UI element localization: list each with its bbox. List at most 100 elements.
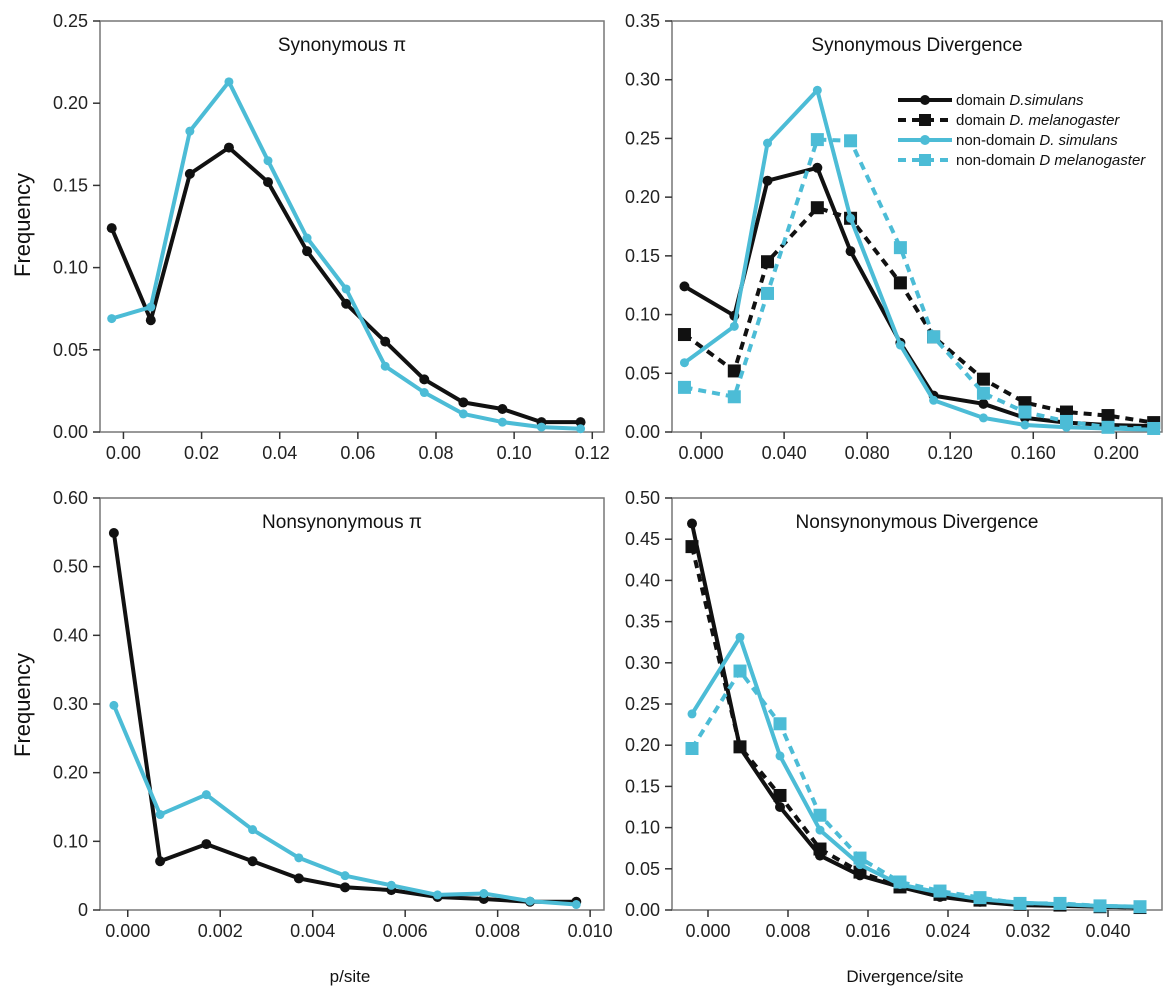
data-point (773, 788, 787, 802)
y-tick-label: 0.60 (53, 488, 88, 508)
x-tick-label: 0.008 (765, 921, 810, 941)
data-point (380, 336, 391, 347)
x-tick-label: 0.04 (262, 443, 297, 463)
data-point (762, 175, 773, 186)
data-point (201, 839, 212, 850)
data-point (679, 358, 689, 368)
data-point (223, 142, 234, 153)
data-point (341, 298, 352, 309)
data-point (679, 281, 690, 292)
x-tick-label: 0.002 (198, 921, 243, 941)
x-tick-label: 0.000 (679, 443, 724, 463)
data-point (201, 790, 211, 800)
y-tick-label: 0.05 (625, 363, 660, 383)
data-point (224, 77, 234, 87)
legend-marker (920, 95, 930, 105)
data-point (978, 398, 989, 409)
series-domain-melanogaster (677, 201, 1161, 430)
chart-title: Nonsynonymous Divergence (796, 512, 1039, 533)
plot-frame (99, 20, 605, 433)
chart-title: Synonymous π (278, 35, 406, 56)
x-tick-label: 0.080 (845, 443, 890, 463)
x-tick-label: 0.004 (290, 921, 335, 941)
data-point (109, 700, 119, 710)
x-tick-label: 0.10 (497, 443, 532, 463)
data-point (846, 213, 856, 223)
y-tick-label: 0.10 (53, 258, 88, 278)
data-point (810, 133, 824, 147)
data-point (341, 284, 351, 294)
data-point (775, 802, 785, 812)
data-point (185, 126, 195, 136)
x-tick-label: 0.024 (925, 921, 970, 941)
data-point (248, 825, 258, 835)
y-tick-label: 0.00 (625, 422, 660, 442)
y-tick-label: 0.45 (625, 529, 660, 549)
chart-nonsyn-div: 0.00 0.05 0.10 0.15 0.20 0.25 0.30 0.35 0.40 0.45… (625, 488, 1163, 941)
data-point (976, 386, 990, 400)
data-point (380, 361, 390, 371)
xlabel-left: p/site (330, 967, 371, 986)
y-tick-label: 0 (78, 900, 88, 920)
series-nondomain-simulans (107, 77, 586, 434)
data-point (761, 255, 775, 269)
data-point (1101, 420, 1115, 434)
data-point (302, 233, 312, 243)
data-point (685, 741, 699, 755)
data-point (479, 889, 489, 899)
data-point (845, 246, 856, 257)
data-point (433, 890, 443, 900)
series-line (683, 88, 1154, 432)
legend-label: non-domain D melanogaster (956, 152, 1146, 169)
y-tick-label: 0.10 (625, 305, 660, 325)
ylabel-top: Frequency (10, 173, 35, 277)
data-point (812, 85, 822, 95)
data-point (497, 403, 508, 414)
data-point (108, 528, 119, 539)
series-nondomain-simulans (679, 85, 1159, 435)
data-point (933, 884, 947, 898)
data-point (340, 882, 351, 893)
y-tick-label: 0.15 (625, 776, 660, 796)
x-tick-label: 0.000 (105, 921, 150, 941)
series-domain-melanogaster (685, 540, 1147, 915)
data-point (302, 246, 313, 257)
data-point (973, 891, 987, 905)
series-domain-simulans (108, 528, 582, 907)
legend-marker (919, 114, 931, 126)
legend-marker (920, 135, 930, 145)
legend: domain D.simulans domain D. melanogaster n… (898, 92, 1146, 169)
series-domain-simulans (687, 518, 1145, 913)
y-tick-label: 0.05 (53, 340, 88, 360)
data-point (727, 390, 741, 404)
data-point (1147, 421, 1161, 435)
data-point (419, 388, 429, 398)
legend-label: domain D.simulans (956, 92, 1084, 109)
data-point (106, 223, 117, 234)
chart-syn-div: 0.00 0.05 0.10 0.15 0.20 0.25 0.30 0.35 0.000 0.0… (625, 11, 1163, 463)
x-tick-label: 0.160 (1011, 443, 1056, 463)
series-line (683, 205, 1155, 425)
data-point (293, 873, 304, 884)
data-point (1133, 900, 1147, 914)
series-nondomain-simulans (109, 700, 581, 910)
data-point (976, 372, 990, 386)
data-point (853, 851, 867, 865)
x-tick-label: 0.016 (845, 921, 890, 941)
chart-title: Synonymous Divergence (811, 35, 1022, 56)
series-line (684, 137, 1154, 431)
data-point (815, 825, 825, 835)
data-point (1101, 409, 1115, 423)
y-tick-label: 0.30 (53, 694, 88, 714)
xlabel-right: Divergence/site (846, 967, 963, 986)
data-point (893, 241, 907, 255)
data-point (458, 409, 468, 419)
legend-label: domain D. melanogaster (956, 112, 1120, 129)
chart-syn-pi: 0.00 0.05 0.10 0.15 0.20 0.25 0.00 0.02 0.04 0.06… (53, 11, 610, 463)
x-tick-label: 0.040 (762, 443, 807, 463)
y-tick-label: 0.15 (625, 246, 660, 266)
y-tick-label: 0.35 (625, 11, 660, 31)
data-point (571, 900, 581, 910)
x-tick-label: 0.00 (106, 443, 141, 463)
legend-marker (919, 154, 931, 166)
